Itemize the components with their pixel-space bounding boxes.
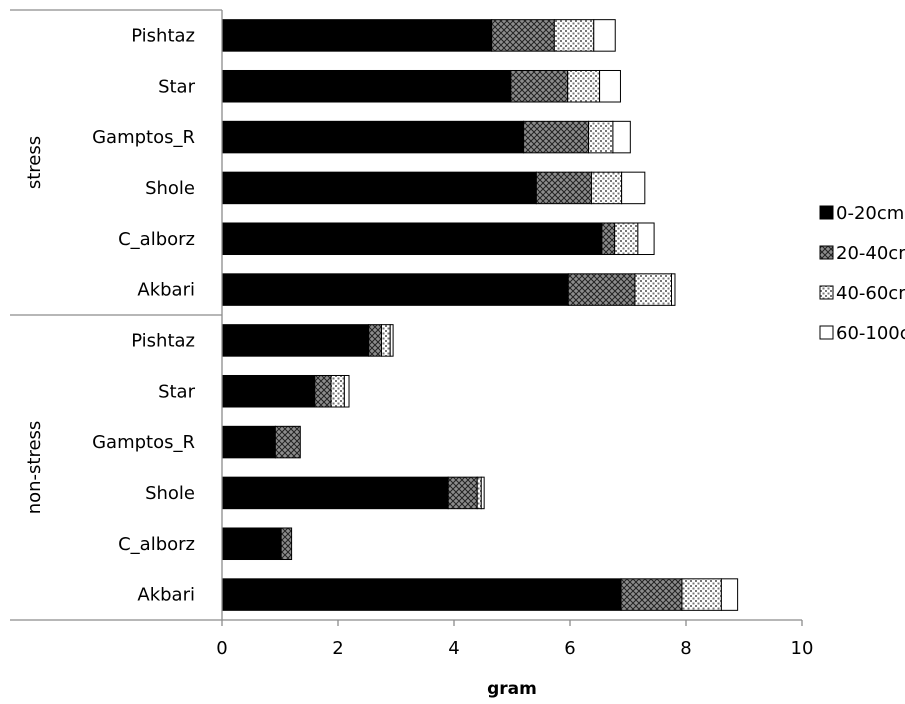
bar-20-40cm-Shole-non-stress [447,476,478,510]
bar-20-40cm-C_alborz-non-stress [280,527,293,561]
category-label: C_alborz [118,534,195,555]
bar-60-100cm-Akbari-stress [671,273,676,306]
category-label: Gamptos_R [92,127,195,148]
category-label: Star [158,381,196,402]
bar-60-100cm-Pishtaz-stress [593,19,616,52]
bar-60-100cm-Shole-stress [621,171,646,205]
bar-20-40cm-Shole-stress [535,171,592,205]
bar-40-60cm-Star-stress [567,69,601,103]
bar-20-40cm-Pishtaz-non-stress [368,324,382,357]
bar-20-40cm-Star-stress [510,69,569,103]
x-axis-title: gram [487,679,537,699]
bar-40-60cm-C_alborz-stress [614,222,639,256]
bar-20-40cm-Akbari-non-stress [620,578,683,611]
bar-40-60cm-Pishtaz-stress [553,19,595,52]
bar-60-100cm-Akbari-non-stress [720,578,739,611]
category-label: Shole [145,178,195,199]
bar-20-40cm-Gamptos_R-non-stress [274,425,301,459]
bar-40-60cm-Gamptos_R-stress [588,120,614,154]
bar-60-100cm-Star-stress [599,69,621,103]
bar-60-100cm-Pishtaz-non-stress [389,324,394,357]
bar-40-60cm-Shole-stress [590,171,623,205]
legend-label: 60-100cm [836,323,905,344]
bar-20-40cm-Akbari-stress [567,273,636,306]
group-label-non-stress: non-stress [24,421,45,515]
bar-0-20cm-Star-stress [221,69,512,103]
category-label: Pishtaz [131,330,195,351]
category-label: Pishtaz [131,25,195,46]
legend-swatch-0-20cm [819,205,834,220]
legend-label: 40-60cm [836,283,905,304]
bar-40-60cm-Akbari-stress [634,273,673,306]
bar-40-60cm-Star-non-stress [330,374,345,408]
bar-60-100cm-Shole-non-stress [480,476,485,510]
category-label: Akbari [137,280,195,301]
bar-20-40cm-Gamptos_R-stress [523,120,590,154]
legend-label: 0-20cm [836,203,904,224]
group-label-stress: stress [24,136,45,189]
category-label: Star [158,76,196,97]
bar-60-100cm-C_alborz-stress [637,222,655,256]
category-label: C_alborz [118,229,195,250]
category-label: Shole [145,483,195,504]
legend-label: 20-40cm [836,243,905,264]
bar-60-100cm-Gamptos_R-stress [612,120,631,154]
category-label: Akbari [137,585,195,606]
bar-20-40cm-Star-non-stress [314,374,332,408]
bar-0-20cm-Pishtaz-non-stress [221,324,370,357]
x-tick-label: 4 [448,638,459,659]
x-tick-label: 8 [680,638,691,659]
bar-40-60cm-Shole-non-stress [476,476,482,510]
bar-20-40cm-Pishtaz-stress [491,19,555,52]
bar-0-20cm-Star-non-stress [221,374,316,408]
bar-40-60cm-Pishtaz-non-stress [381,324,391,357]
bar-0-20cm-Shole-non-stress [221,476,449,510]
x-tick-label: 6 [564,638,575,659]
bar-0-20cm-C_alborz-non-stress [221,527,282,561]
bar-20-40cm-C_alborz-stress [601,222,616,256]
legend-swatch-40-60cm [819,285,834,300]
bar-40-60cm-Akbari-non-stress [681,578,722,611]
bar-0-20cm-Akbari-stress [221,273,569,306]
bar-0-20cm-Pishtaz-stress [221,19,493,52]
bar-0-20cm-Akbari-non-stress [221,578,622,611]
bar-0-20cm-Shole-stress [221,171,537,205]
x-tick-label: 10 [791,638,814,659]
legend-swatch-20-40cm [819,245,834,260]
bar-0-20cm-Gamptos_R-non-stress [221,425,276,459]
x-tick-label: 2 [332,638,343,659]
legend-swatch-60-100cm [819,325,834,340]
category-label: Gamptos_R [92,432,195,453]
bar-0-20cm-C_alborz-stress [221,222,603,256]
bar-0-20cm-Gamptos_R-stress [221,120,525,154]
bar-60-100cm-Star-non-stress [343,374,350,408]
x-tick-label: 0 [216,638,227,659]
